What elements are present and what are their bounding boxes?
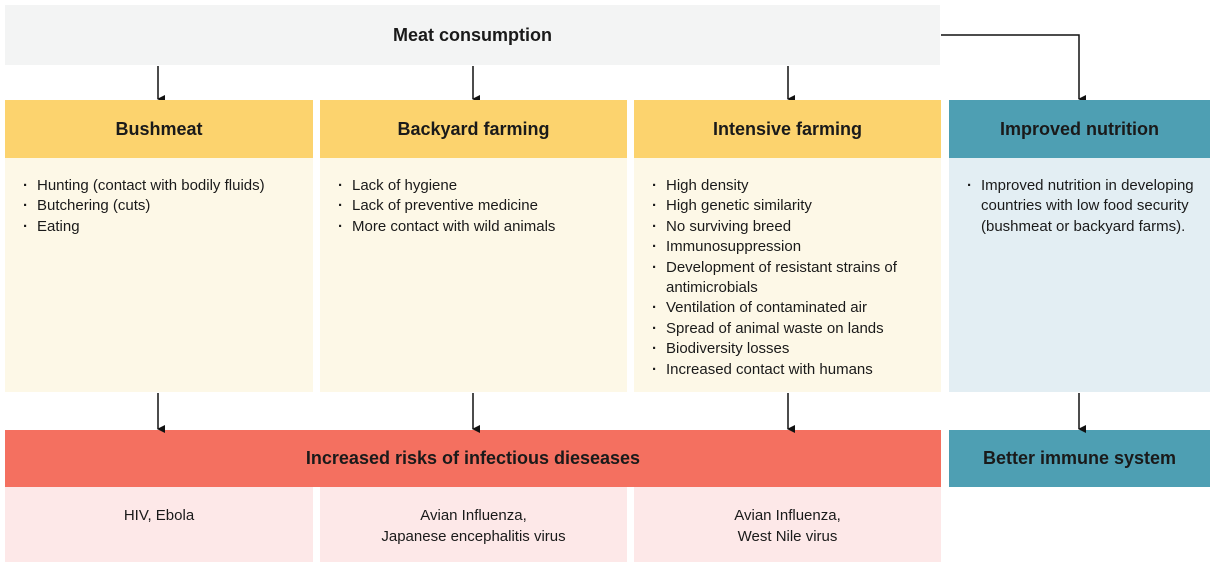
list-item: Spread of animal waste on lands <box>652 319 929 340</box>
disease-box: HIV, Ebola <box>5 487 313 562</box>
disease-box: Avian Influenza, West Nile virus <box>634 487 941 562</box>
disease-line: Japanese encephalitis virus <box>381 528 566 545</box>
benefit-header: Better immune system <box>949 430 1210 487</box>
list-item: Eating <box>23 217 301 238</box>
column-header: Bushmeat <box>5 100 313 158</box>
column-body: Lack of hygieneLack of preventive medici… <box>320 158 627 392</box>
disease-line: Avian Influenza, <box>420 507 527 524</box>
column-header: Improved nutrition <box>949 100 1210 158</box>
disease-line: West Nile virus <box>737 528 838 545</box>
item-list: Hunting (contact with bodily fluids)Butc… <box>5 158 313 238</box>
disease-line: Avian Influenza, <box>734 507 841 524</box>
list-item: Development of resistant strains of anti… <box>652 258 929 299</box>
list-item: Ventilation of contaminated air <box>652 298 929 319</box>
list-item: Butchering (cuts) <box>23 196 301 217</box>
arrow <box>941 34 1086 103</box>
list-item: Immunosuppression <box>652 237 929 258</box>
list-item: Lack of preventive medicine <box>338 196 615 217</box>
list-item: Biodiversity losses <box>652 339 929 360</box>
column-header: Backyard farming <box>320 100 627 158</box>
disease-line: HIV, Ebola <box>123 507 195 524</box>
column-header: Intensive farming <box>634 100 941 158</box>
column-body: Hunting (contact with bodily fluids)Butc… <box>5 158 313 392</box>
list-item: Hunting (contact with bodily fluids) <box>23 176 301 197</box>
disease-box: Avian Influenza, Japanese encephalitis vi… <box>320 487 627 562</box>
list-item: No surviving breed <box>652 217 929 238</box>
list-item: High density <box>652 176 929 197</box>
item-list: Lack of hygieneLack of preventive medici… <box>320 158 627 238</box>
list-item: More contact with wild animals <box>338 217 615 238</box>
item-list: High densityHigh genetic similarityNo su… <box>634 158 941 380</box>
risk-header: Increased risks of infectious dieseases <box>5 430 941 487</box>
list-item: High genetic similarity <box>652 196 929 217</box>
list-item: Improved nutrition in developing countri… <box>967 176 1198 237</box>
item-list: Improved nutrition in developing countri… <box>949 158 1210 237</box>
list-item: Lack of hygiene <box>338 176 615 197</box>
column-body: Improved nutrition in developing countri… <box>949 158 1210 392</box>
column-body: High densityHigh genetic similarityNo su… <box>634 158 941 392</box>
top-box: Meat consumption <box>5 5 940 65</box>
list-item: Increased contact with humans <box>652 360 929 381</box>
